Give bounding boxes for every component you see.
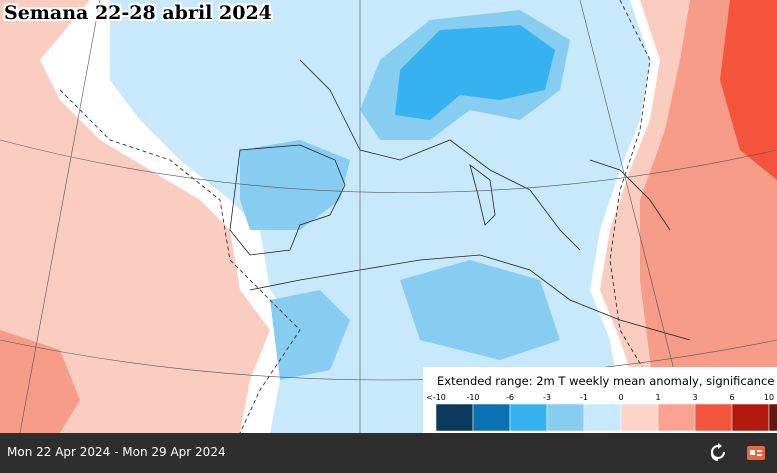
legend-swatch: [583, 403, 622, 432]
legend-swatch: [657, 403, 696, 432]
hot-zone: [720, 0, 777, 180]
legend-label: 10: [764, 393, 774, 402]
legend-label: -6: [506, 393, 514, 402]
image-button[interactable]: [747, 446, 765, 460]
legend-label: -3: [543, 393, 551, 402]
legend-swatch: [509, 403, 548, 432]
legend-swatch: [731, 403, 770, 432]
bottom-bar: Mon 22 Apr 2024 - Mon 29 Apr 2024: [0, 433, 777, 473]
legend-label: 6: [729, 393, 734, 402]
legend-label: -1: [580, 393, 588, 402]
anomaly-map: Extended range: 2m T weekly mean anomaly…: [0, 0, 777, 433]
legend-title: Extended range: 2m T weekly mean anomaly…: [437, 374, 777, 388]
graticule: [0, 0, 777, 433]
legend-swatch: [435, 403, 474, 432]
cold-core: [395, 25, 555, 120]
africa-cold: [400, 260, 560, 360]
warm-southwest: [0, 330, 80, 433]
legend-swatch: [768, 403, 777, 432]
legend: Extended range: 2m T weekly mean anomaly…: [423, 367, 777, 433]
legend-label: 1: [655, 393, 660, 402]
map-title: Semana 22-28 abril 2024: [4, 2, 272, 24]
legend-label: <-10: [426, 393, 446, 402]
legend-swatch: [472, 403, 511, 432]
legend-label: -10: [466, 393, 479, 402]
coastlines: [229, 59, 691, 341]
date-range: Mon 22 Apr 2024 - Mon 29 Apr 2024: [7, 445, 226, 459]
iberia-cold: [240, 140, 350, 230]
legend-swatch: [620, 403, 659, 432]
legend-swatch: [694, 403, 733, 432]
significance-contours: [59, 0, 701, 433]
legend-label: 0: [618, 393, 623, 402]
legend-swatch: [546, 403, 585, 432]
legend-label: 3: [692, 393, 697, 402]
refresh-button[interactable]: [709, 443, 727, 463]
morocco-cold: [270, 290, 350, 380]
